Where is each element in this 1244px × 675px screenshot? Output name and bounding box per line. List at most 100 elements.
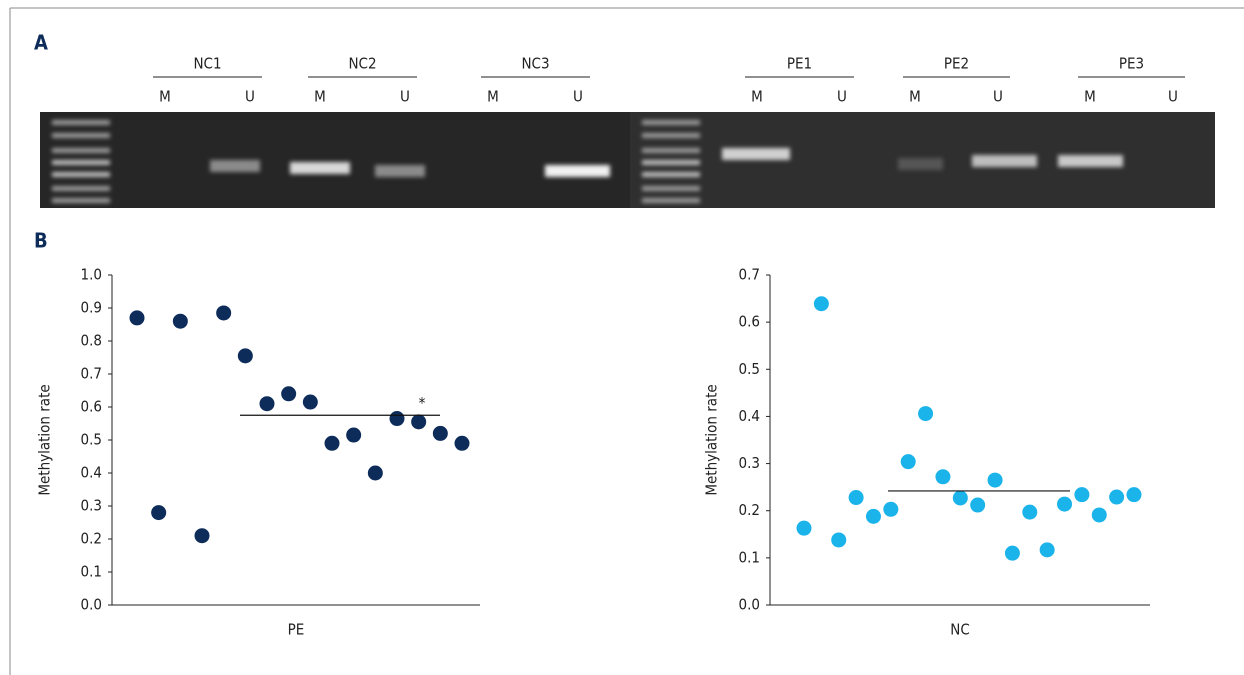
group-label: NC2 — [348, 55, 376, 73]
panel-label: A — [34, 31, 48, 55]
group-label: NC1 — [193, 55, 221, 73]
y-tick-label: 0.3 — [81, 497, 102, 515]
data-point — [281, 386, 296, 401]
lane-label: U — [993, 88, 1003, 106]
y-tick-label: 0.3 — [739, 454, 760, 472]
sample-band — [290, 162, 350, 174]
y-tick-label: 0.7 — [739, 266, 760, 284]
lane-label: M — [159, 88, 171, 106]
sample-band — [898, 158, 943, 170]
data-point — [238, 348, 253, 363]
y-axis-title: Methylation rate — [36, 384, 54, 495]
lane-label: U — [837, 88, 847, 106]
data-point — [1005, 546, 1020, 561]
lane-label: U — [573, 88, 583, 106]
ladder-band — [642, 198, 700, 203]
data-point — [303, 395, 318, 410]
x-axis-title: NC — [950, 621, 970, 639]
lane-label: M — [751, 88, 763, 106]
y-tick-label: 0.7 — [81, 365, 102, 383]
data-point — [1057, 497, 1072, 512]
data-point — [195, 528, 210, 543]
y-tick-label: 0.2 — [81, 530, 102, 548]
sample-band — [210, 160, 260, 172]
ladder-band — [52, 160, 110, 165]
data-point — [1022, 505, 1037, 520]
ladder-band — [642, 133, 700, 138]
ladder-band — [642, 160, 700, 165]
lane-label: U — [245, 88, 255, 106]
gel-left — [40, 112, 632, 208]
y-tick-label: 1.0 — [81, 266, 102, 284]
data-point — [390, 411, 405, 426]
data-point — [325, 436, 340, 451]
y-tick-label: 0.4 — [739, 407, 760, 425]
data-point — [151, 505, 166, 520]
data-point — [918, 406, 933, 421]
x-axis-title: PE — [288, 621, 305, 639]
lane-label: U — [400, 88, 410, 106]
y-axis-title: Methylation rate — [703, 384, 721, 495]
data-point — [1092, 507, 1107, 522]
ladder-band — [52, 120, 110, 125]
data-point — [797, 521, 812, 536]
sample-band — [375, 165, 425, 177]
gel-image — [40, 112, 1215, 208]
y-tick-label: 0.9 — [81, 299, 102, 317]
ladder-band — [52, 148, 110, 153]
data-point — [953, 490, 968, 505]
y-tick-label: 0.6 — [739, 313, 760, 331]
data-point — [1074, 487, 1089, 502]
data-point — [849, 490, 864, 505]
ladder-band — [642, 120, 700, 125]
ladder-band — [52, 198, 110, 203]
y-tick-label: 0.5 — [739, 360, 760, 378]
group-label: PE1 — [787, 55, 812, 73]
data-point — [346, 428, 361, 443]
data-point — [814, 296, 829, 311]
panel-label: B — [34, 229, 48, 253]
data-point — [1127, 487, 1142, 502]
data-point — [883, 502, 898, 517]
group-label: PE3 — [1119, 55, 1144, 73]
lane-label: M — [314, 88, 326, 106]
data-point — [433, 426, 448, 441]
lane-label: M — [1084, 88, 1096, 106]
data-point — [260, 396, 275, 411]
data-point — [1040, 542, 1055, 557]
y-tick-label: 0.1 — [81, 563, 102, 581]
ladder-band — [642, 148, 700, 153]
data-point — [1109, 490, 1124, 505]
data-point — [368, 466, 383, 481]
data-point — [455, 436, 470, 451]
data-point — [866, 509, 881, 524]
y-tick-label: 0.2 — [739, 501, 760, 519]
lane-label: U — [1168, 88, 1178, 106]
data-point — [411, 414, 426, 429]
ladder-band — [642, 186, 700, 191]
y-tick-label: 0.0 — [81, 596, 102, 614]
sample-band — [1058, 155, 1123, 167]
y-tick-label: 0.0 — [739, 596, 760, 614]
group-label: PE2 — [944, 55, 969, 73]
y-tick-label: 0.5 — [81, 431, 102, 449]
data-point — [831, 532, 846, 547]
data-point — [935, 469, 950, 484]
figure: A B NC1MUNC2MUNC3MUPE1MUPE2MUPE3MU0.00.1… — [0, 0, 1244, 675]
ladder-band — [52, 186, 110, 191]
sample-band — [545, 165, 610, 177]
group-label: NC3 — [521, 55, 549, 73]
data-point — [216, 305, 231, 320]
ladder-band — [642, 172, 700, 177]
page: {"panel_a": {"label": "A", "groups": [ {… — [0, 0, 1244, 675]
data-point — [901, 454, 916, 469]
y-tick-label: 0.8 — [81, 332, 102, 350]
ladder-band — [52, 133, 110, 138]
data-point — [130, 310, 145, 325]
lane-label: M — [909, 88, 921, 106]
sample-band — [972, 155, 1037, 167]
y-tick-label: 0.4 — [81, 464, 102, 482]
significance-mark: * — [419, 394, 426, 412]
data-point — [970, 498, 985, 513]
y-tick-label: 0.6 — [81, 398, 102, 416]
